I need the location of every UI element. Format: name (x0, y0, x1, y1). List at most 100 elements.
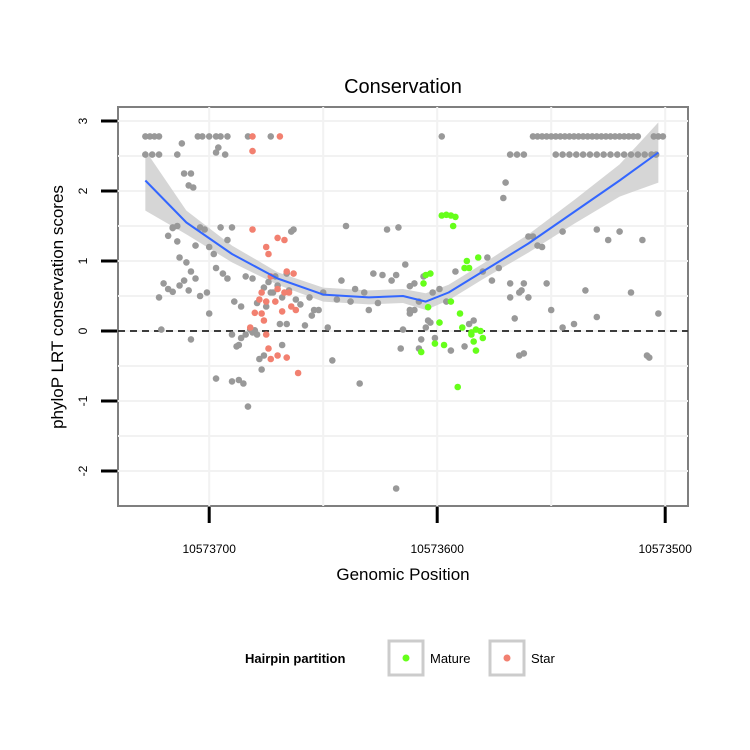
point-mature (479, 334, 487, 342)
point-other (205, 243, 213, 251)
y-tick-label: 0 (76, 327, 90, 334)
point-other (506, 294, 514, 301)
point-other (158, 326, 165, 333)
point-other (267, 289, 275, 296)
point-other (538, 133, 546, 140)
chart-title: Conservation (344, 76, 462, 98)
point-star (290, 270, 297, 277)
point-other (146, 133, 154, 140)
point-other (217, 133, 224, 140)
point-other (224, 275, 231, 282)
point-other (518, 287, 525, 294)
point-other (593, 313, 601, 321)
point-star (265, 250, 272, 258)
point-other (397, 345, 405, 352)
point-star (278, 308, 286, 315)
point-star (283, 268, 291, 275)
point-other (566, 151, 573, 158)
point-other (465, 320, 473, 328)
point-other (399, 326, 407, 333)
point-other (525, 294, 532, 301)
point-other (547, 133, 555, 140)
point-other (342, 222, 350, 230)
y-tick-label: -2 (76, 465, 90, 476)
point-star (276, 133, 284, 140)
point-other (212, 149, 220, 156)
point-other (593, 151, 601, 158)
point-other (634, 133, 642, 140)
y-tick-label: 1 (76, 257, 90, 264)
point-other (392, 485, 400, 492)
point-other (215, 144, 222, 151)
point-other (395, 224, 402, 231)
point-other (173, 238, 181, 245)
plot-panel (117, 106, 689, 507)
point-other (461, 343, 468, 350)
point-other (417, 336, 425, 343)
point-other (315, 306, 322, 314)
legend-swatch-star (503, 654, 511, 662)
point-other (436, 285, 443, 293)
point-other (582, 287, 589, 294)
point-other (160, 280, 167, 287)
point-mature (417, 348, 425, 356)
point-other (431, 334, 439, 342)
point-other (301, 322, 309, 329)
point-other (488, 277, 496, 284)
point-other (199, 133, 206, 140)
point-other (495, 264, 503, 272)
point-other (422, 324, 430, 331)
point-star (256, 296, 263, 303)
point-other (620, 151, 628, 158)
point-other (639, 236, 646, 244)
point-other (278, 341, 286, 349)
point-other (324, 324, 332, 331)
point-other (602, 133, 610, 140)
point-other (427, 319, 434, 326)
point-other (529, 133, 537, 140)
point-other (655, 310, 662, 317)
point-other (235, 376, 243, 384)
point-other (616, 228, 623, 235)
point-other (244, 403, 252, 410)
point-other (187, 268, 195, 275)
point-other (543, 280, 550, 287)
point-star (267, 355, 275, 363)
point-other (370, 270, 377, 277)
point-other (650, 133, 658, 140)
point-other (502, 179, 509, 186)
point-other (383, 226, 391, 233)
point-other (470, 317, 477, 324)
legend-swatch-mature (402, 654, 410, 662)
point-other (604, 236, 612, 244)
point-other (228, 331, 236, 338)
point-other (374, 299, 382, 307)
point-other (520, 151, 528, 158)
point-star (251, 309, 259, 317)
point-other (228, 224, 236, 231)
point-other (616, 133, 623, 140)
point-other (598, 133, 605, 140)
point-other (360, 289, 368, 296)
point-other (629, 133, 637, 140)
point-other (543, 133, 550, 140)
point-other (203, 289, 211, 296)
y-tick-label: 2 (76, 187, 90, 194)
point-other (212, 264, 220, 272)
point-other (308, 312, 316, 319)
point-other (155, 133, 163, 140)
point-other (151, 133, 158, 140)
point-other (176, 282, 183, 289)
point-other (187, 336, 195, 343)
point-other (625, 133, 633, 140)
y-tick-label: 3 (76, 117, 90, 124)
point-other (634, 151, 642, 158)
point-star (246, 324, 254, 331)
point-star (274, 352, 281, 359)
point-other (557, 133, 564, 140)
point-other (511, 315, 519, 322)
point-star (281, 289, 288, 296)
point-other (329, 357, 336, 364)
point-other (411, 306, 418, 314)
